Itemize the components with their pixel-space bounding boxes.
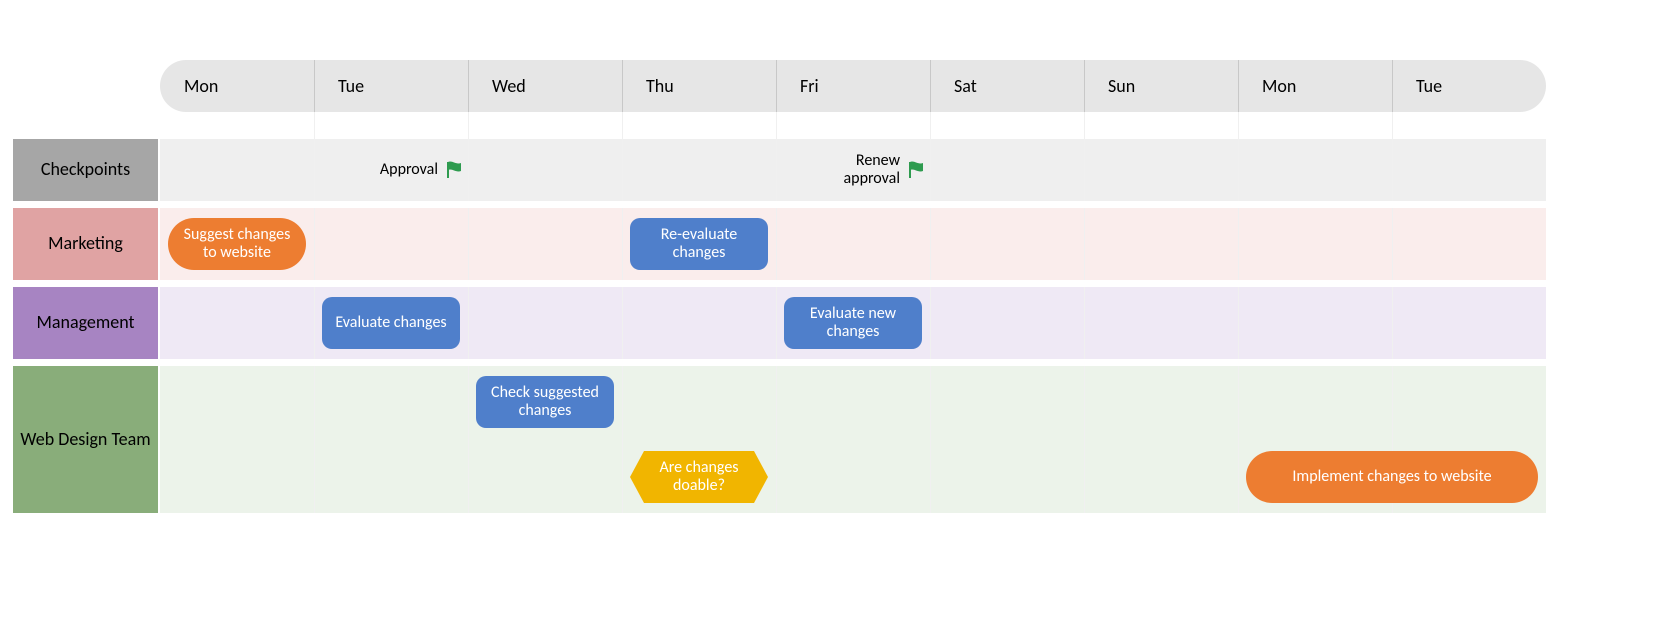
grid-line: [1084, 366, 1085, 513]
grid-line: [622, 112, 623, 139]
grid-line: [314, 139, 315, 201]
header-divider: [1238, 60, 1239, 112]
grid-line: [622, 366, 623, 513]
header-divider: [1392, 60, 1393, 112]
header-day: Mon: [1258, 60, 1296, 112]
grid-line: [776, 287, 777, 359]
grid-line: [1084, 112, 1085, 139]
row-label-management: Management: [13, 287, 158, 359]
grid-line: [776, 208, 777, 280]
flag-icon: [906, 160, 926, 180]
grid-line: [776, 139, 777, 201]
grid-line: [1238, 208, 1239, 280]
grid-line: [314, 287, 315, 359]
milestone: Renew approval: [820, 139, 926, 201]
task: Evaluate changes: [322, 297, 460, 349]
grid-line: [468, 366, 469, 513]
header-divider: [776, 60, 777, 112]
grid-line: [314, 112, 315, 139]
grid-line: [930, 287, 931, 359]
grid-line: [930, 208, 931, 280]
grid-line: [1238, 112, 1239, 139]
header-divider: [930, 60, 931, 112]
header-day: Sun: [1104, 60, 1135, 112]
grid-line: [622, 287, 623, 359]
grid-line: [468, 208, 469, 280]
header-day: Mon: [180, 60, 218, 112]
milestone-label: Approval: [380, 161, 438, 179]
grid-line: [468, 139, 469, 201]
row-label-marketing: Marketing: [13, 208, 158, 280]
grid-line: [1392, 208, 1393, 280]
grid-line: [930, 366, 931, 513]
header-day: Tue: [1412, 60, 1442, 112]
header-day: Fri: [796, 60, 819, 112]
grid-line: [1238, 366, 1239, 513]
header-divider: [622, 60, 623, 112]
row-body-marketing: [160, 208, 1546, 280]
grid-line: [1392, 139, 1393, 201]
grid-line: [468, 287, 469, 359]
task: Suggest changes to website: [168, 218, 306, 270]
grid-line: [622, 139, 623, 201]
timeline-header: [160, 60, 1546, 112]
grid-line: [1392, 112, 1393, 139]
swimlane-timeline: Mon Tue Wed Thu Fri Sat Sun Mon Tue Checkpoints Ma…: [0, 0, 1665, 621]
task: Re-evaluate changes: [630, 218, 768, 270]
grid-line: [314, 366, 315, 513]
task: Evaluate new changes: [784, 297, 922, 349]
grid-line: [468, 112, 469, 139]
grid-line: [1392, 287, 1393, 359]
task: Are changes doable?: [630, 451, 768, 503]
row-label-checkpoints: Checkpoints: [13, 139, 158, 201]
header-day: Tue: [334, 60, 364, 112]
grid-line: [1084, 287, 1085, 359]
header-day: Thu: [642, 60, 674, 112]
grid-line: [622, 208, 623, 280]
header-day: Wed: [488, 60, 526, 112]
grid-line: [1238, 139, 1239, 201]
header-divider: [314, 60, 315, 112]
row-label-webdesign: Web Design Team: [13, 366, 158, 513]
header-divider: [468, 60, 469, 112]
task: Check suggested changes: [476, 376, 614, 428]
milestone: Approval: [380, 139, 464, 201]
header-day: Sat: [950, 60, 977, 112]
grid-line: [776, 366, 777, 513]
milestone-label: Renew approval: [820, 152, 900, 189]
grid-line: [930, 139, 931, 201]
grid-line: [930, 112, 931, 139]
grid-line: [1084, 139, 1085, 201]
grid-line: [776, 112, 777, 139]
header-divider: [1084, 60, 1085, 112]
task: Implement changes to website: [1246, 451, 1538, 503]
grid-line: [1084, 208, 1085, 280]
flag-icon: [444, 160, 464, 180]
grid-line: [314, 208, 315, 280]
grid-line: [1238, 287, 1239, 359]
